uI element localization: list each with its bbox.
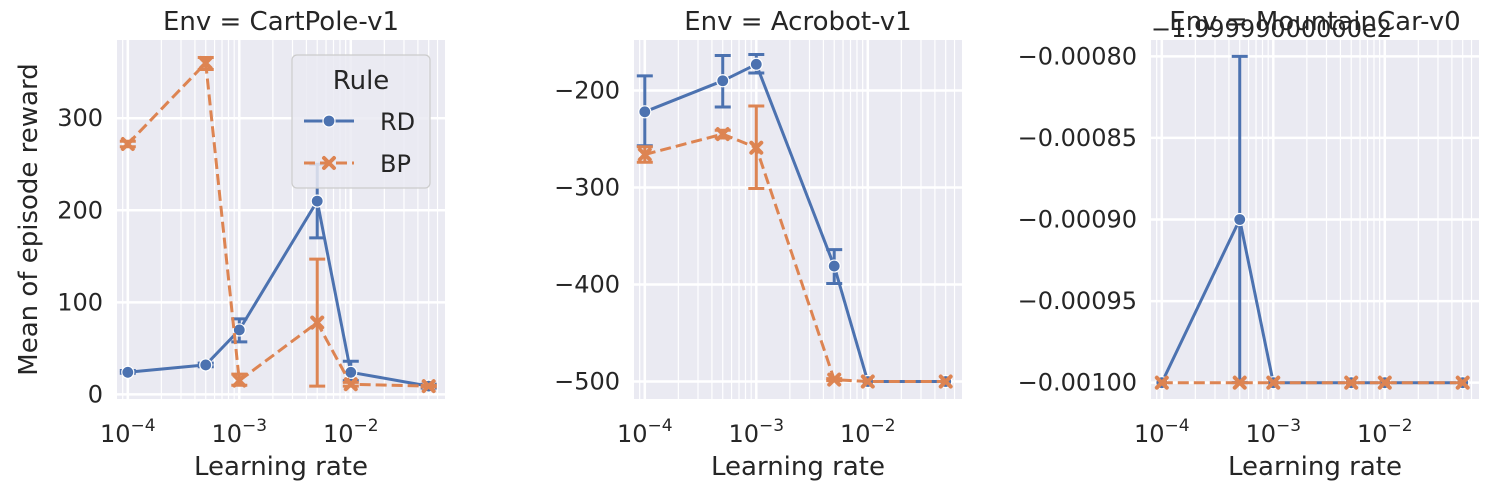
data-point [344, 365, 358, 379]
data-point [938, 374, 953, 389]
y-tick-label: −0.00095 [1018, 287, 1137, 315]
chart-title: Env = Acrobot-v1 [684, 7, 911, 37]
data-point [637, 147, 652, 162]
series-line [126, 61, 429, 388]
data-point [198, 56, 213, 71]
chart-panel-2: −500 −400 −300 −200 10−4 10−3 10−2 Env = Acrobo… [554, 7, 962, 482]
data-point [1233, 212, 1247, 227]
legend-title: Rule [333, 66, 390, 96]
axis-offset-text: −1.99999000000e2 [1151, 15, 1392, 43]
y-tick-label: −400 [554, 271, 620, 299]
chart-panel-1: 0 100 200 300 10−4 10−3 10−2 Env = CartPole-v1 L… [14, 7, 445, 482]
data-point [1266, 375, 1281, 390]
data-point [343, 377, 358, 392]
x-tick-label: 10−4 [617, 416, 673, 448]
data-point [232, 323, 246, 337]
y-tick-label: −0.00080 [1018, 42, 1137, 70]
x-tick-label: 10−2 [840, 416, 896, 448]
data-point [232, 373, 247, 388]
data-point [716, 74, 730, 88]
data-point [827, 259, 841, 273]
x-tick-label: 10−4 [100, 416, 156, 448]
data-point [421, 379, 436, 394]
chart-title: Env = CartPole-v1 [163, 7, 399, 37]
y-tick-label: −0.00090 [1018, 206, 1137, 234]
series-bp [636, 104, 953, 389]
data-point [860, 374, 875, 389]
chart-title: Env = MountainCar-v0 [1169, 7, 1460, 37]
series-bp [1154, 375, 1470, 390]
data-point [749, 57, 763, 71]
y-tick-label: −300 [554, 173, 620, 201]
data-point [715, 127, 730, 142]
y-tick-label: −500 [554, 368, 620, 396]
data-point [1232, 375, 1247, 390]
series-line [644, 132, 946, 383]
data-point [1455, 375, 1470, 390]
data-point [120, 137, 135, 152]
series-rd [119, 162, 437, 393]
gridlines [1151, 40, 1479, 399]
data-point [827, 372, 842, 387]
series-line [127, 199, 429, 388]
x-tick-label: 10−2 [323, 416, 379, 448]
legend-marker [322, 114, 336, 128]
x-tick-label: 10−3 [728, 416, 784, 448]
x-axis-label: Learning rate [194, 452, 368, 482]
y-tick-label: 300 [57, 104, 103, 132]
x-tick-label: 10−2 [1357, 416, 1413, 448]
x-axis-label: Learning rate [711, 452, 885, 482]
legend-item-rd: RD [304, 108, 415, 136]
y-tick-label: −200 [554, 76, 620, 104]
data-point [199, 358, 213, 372]
x-tick-label: 10−3 [1245, 416, 1301, 448]
series-bp [119, 55, 437, 394]
legend: Rule RD BP [291, 54, 431, 189]
data-point [749, 140, 764, 155]
x-tick-label: 10−4 [1134, 416, 1190, 448]
legend-label: BP [380, 150, 411, 178]
data-point [1377, 375, 1392, 390]
y-tick-label: 100 [57, 288, 103, 316]
legend-label: RD [380, 108, 415, 136]
x-axis-label: Learning rate [1228, 452, 1402, 482]
x-tick-label: 10−3 [211, 416, 267, 448]
y-tick-label: −0.00085 [1018, 124, 1137, 152]
legend-marker [322, 156, 336, 170]
data-point [310, 194, 324, 208]
data-point [1154, 375, 1169, 390]
y-axis-label: Mean of episode reward [14, 63, 44, 375]
data-point [310, 315, 325, 330]
chart-panel-3: −0.00100 −0.00095 −0.00090 −0.00085 −0.00080… [1018, 7, 1479, 482]
data-point [638, 105, 652, 119]
y-tick-label: 0 [88, 380, 103, 408]
data-point [121, 365, 135, 379]
legend-box [291, 54, 431, 189]
y-tick-label: 200 [57, 196, 103, 224]
plot-area [634, 40, 962, 399]
legend-item-bp: BP [304, 150, 411, 178]
y-tick-label: −0.00100 [1018, 369, 1137, 397]
data-point [1344, 375, 1359, 390]
